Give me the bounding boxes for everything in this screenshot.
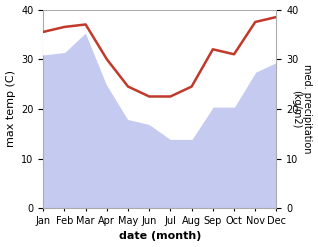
Y-axis label: max temp (C): max temp (C) — [5, 70, 16, 147]
Y-axis label: med. precipitation
(kg/m2): med. precipitation (kg/m2) — [291, 64, 313, 154]
X-axis label: date (month): date (month) — [119, 231, 201, 242]
